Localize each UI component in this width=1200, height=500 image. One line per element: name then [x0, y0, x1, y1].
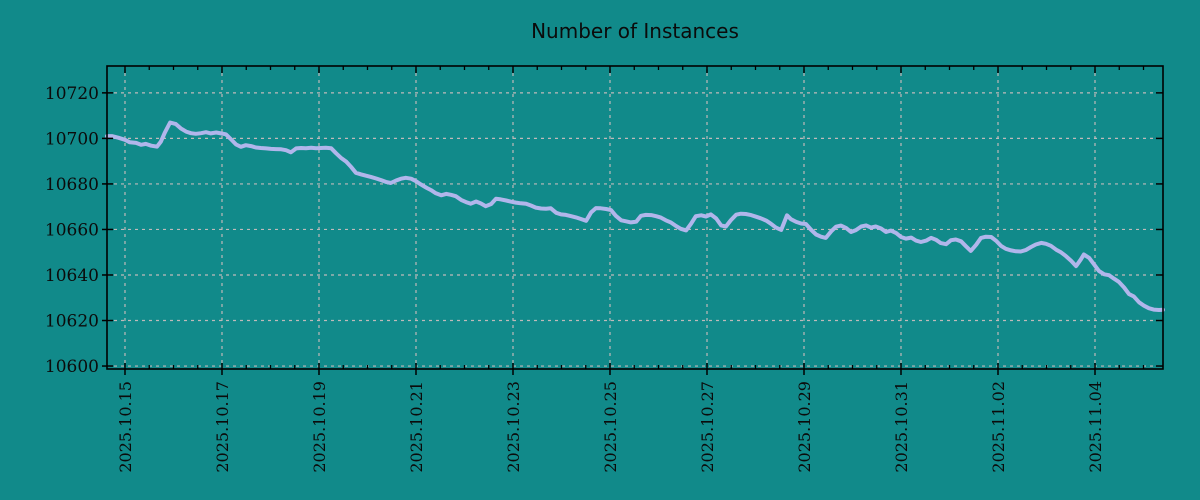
y-tick-label: 10640 — [45, 266, 99, 286]
x-tick-label: 2025.10.15 — [116, 381, 135, 473]
x-tick-label: 2025.10.25 — [601, 381, 620, 473]
grid-layer — [107, 66, 1163, 369]
x-tick-label: 2025.10.31 — [892, 381, 911, 473]
axis-layer — [102, 65, 1164, 375]
series-line-instances — [105, 120, 1165, 312]
x-tick-label: 2025.10.21 — [407, 381, 426, 473]
x-tick-label: 2025.11.02 — [989, 381, 1008, 473]
y-tick-label: 10600 — [45, 357, 99, 377]
y-tick-label: 10680 — [45, 175, 99, 195]
x-tick-label: 2025.10.29 — [795, 381, 814, 473]
y-tick-label: 10660 — [45, 220, 99, 240]
x-tick-label: 2025.10.19 — [310, 381, 329, 473]
y-tick-label: 10620 — [45, 312, 99, 332]
chart-title: Number of Instances — [531, 19, 739, 43]
series-layer — [105, 120, 1165, 312]
tick-label-layer: 10600 10620 10640 10660 10680 10700 10720 2025.… — [45, 84, 1105, 473]
x-tick-label: 2025.11.04 — [1086, 381, 1105, 473]
plot-border — [106, 65, 1164, 370]
x-tick-label: 2025.10.27 — [698, 381, 717, 473]
y-tick-label: 10700 — [45, 129, 99, 149]
y-tick-label: 10720 — [45, 84, 99, 104]
x-tick-label: 2025.10.17 — [213, 381, 232, 473]
x-tick-label: 2025.10.23 — [504, 381, 523, 473]
